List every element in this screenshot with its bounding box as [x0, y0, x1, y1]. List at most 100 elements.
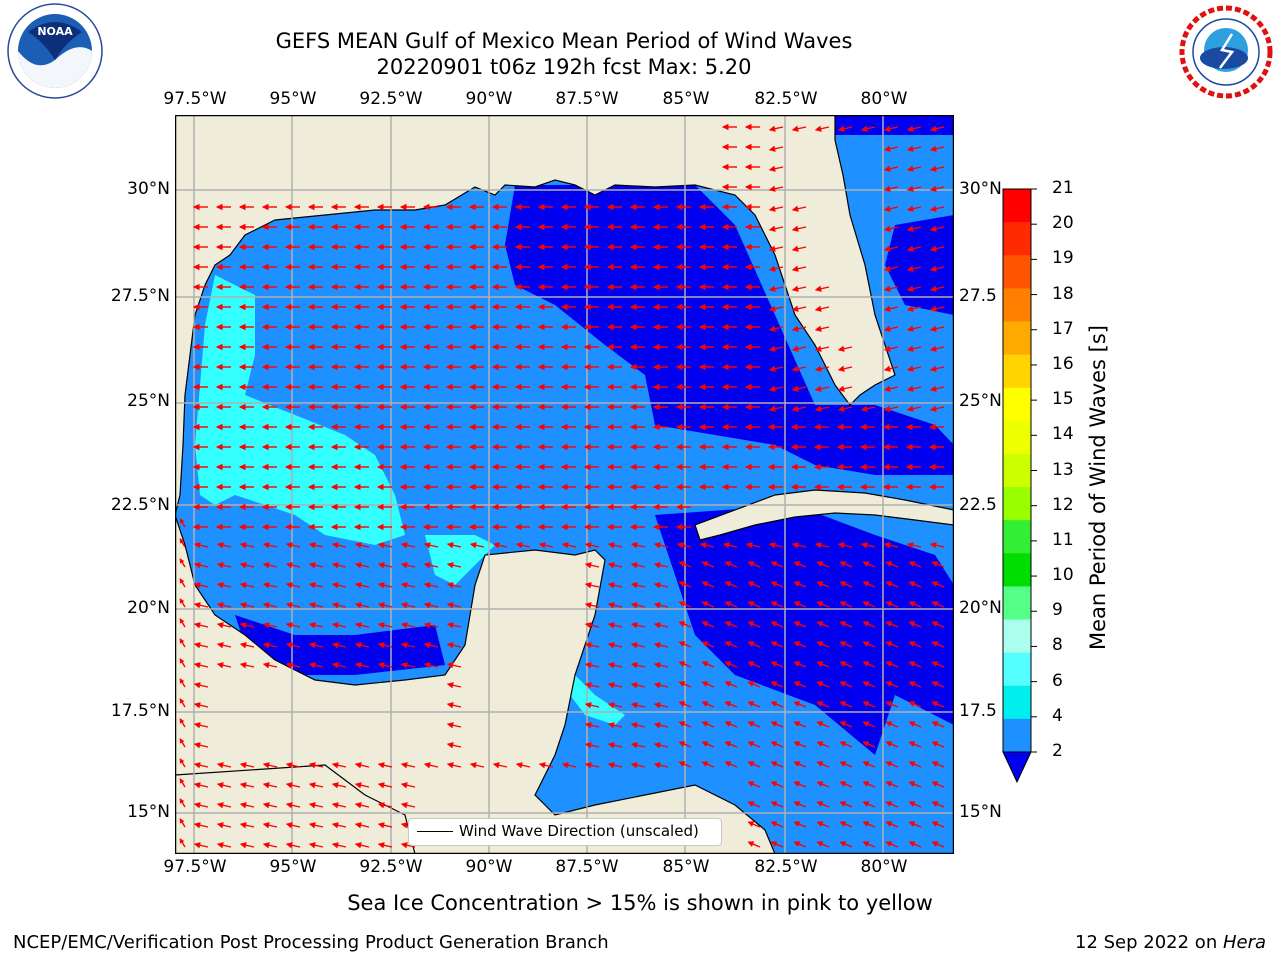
wave-direction-arrowhead: [883, 325, 891, 332]
wave-direction-arrowhead: [446, 742, 454, 749]
wave-direction-arrowhead: [678, 741, 686, 747]
wave-direction-arrowhead: [193, 602, 201, 609]
wave-direction-arrowhead: [768, 125, 776, 132]
wave-direction-arrowhead: [468, 523, 476, 531]
colorbar-segment: [1003, 222, 1031, 256]
wave-direction-arrowhead: [445, 263, 453, 271]
wave-direction-arrowhead: [446, 662, 454, 669]
wave-direction-arrowhead: [262, 842, 270, 849]
wave-direction-arrowhead: [423, 762, 431, 769]
wave-direction-arrowhead: [793, 761, 801, 767]
wave-direction-arrowhead: [239, 542, 247, 549]
wave-direction-arrowhead: [606, 383, 614, 391]
wave-direction-arrowhead: [629, 223, 637, 231]
wave-direction-arrowhead: [583, 503, 591, 511]
wave-direction-arrowhead: [859, 483, 867, 491]
wave-direction-arrowhead: [238, 283, 246, 291]
wave-direction-arrowhead: [284, 403, 292, 411]
wave-direction-arrowhead: [445, 443, 453, 451]
wave-direction-arrowhead: [376, 503, 384, 511]
wave-direction-arrowhead: [606, 503, 614, 511]
wave-direction-arrowhead: [423, 642, 431, 649]
wave-direction-arrowhead: [308, 842, 316, 849]
wave-direction-arrowhead: [445, 383, 453, 391]
wave-direction-arrowhead: [215, 483, 223, 491]
wave-direction-arrowhead: [538, 762, 546, 769]
wave-direction-arrowhead: [652, 283, 660, 291]
wave-direction-arrowhead: [698, 323, 706, 331]
wave-direction-arrowhead: [791, 125, 799, 132]
wave-direction-arrowhead: [791, 385, 799, 392]
wave-direction-arrowhead: [906, 265, 914, 272]
wave-direction-arrowhead: [816, 721, 824, 727]
wave-direction-arrowhead: [770, 841, 778, 847]
wave-direction-arrowhead: [284, 263, 292, 271]
wave-direction-arrowhead: [793, 701, 801, 707]
footer-host: Hera: [1222, 932, 1266, 953]
wave-direction-arrowhead: [193, 762, 201, 769]
wave-direction-arrowhead: [330, 323, 338, 331]
wave-direction-arrowhead: [491, 323, 499, 331]
wave-direction-arrowhead: [353, 463, 361, 471]
wave-direction-arrowhead: [862, 561, 870, 567]
wave-direction-arrowhead: [192, 243, 200, 251]
wave-direction-arrowhead: [239, 582, 247, 589]
wave-direction-arrowhead: [724, 581, 732, 587]
wave-direction-arrowhead: [905, 423, 913, 431]
wave-direction-arrowhead: [862, 781, 870, 787]
wave-direction-arrowhead: [514, 223, 522, 231]
wave-direction-arrowhead: [885, 821, 893, 827]
wave-direction-arrowhead: [537, 303, 545, 311]
wave-direction-arrowhead: [377, 782, 385, 789]
wave-direction-arrowhead: [261, 403, 269, 411]
wave-direction-arrowhead: [445, 343, 453, 351]
wave-direction-arrowhead: [445, 523, 453, 531]
wave-direction-arrowhead: [744, 343, 752, 351]
wave-direction-arrowhead: [931, 601, 939, 607]
nws-logo: [1179, 5, 1273, 99]
wave-direction-arrowhead: [179, 638, 185, 644]
wave-direction-arrowhead: [906, 285, 914, 292]
wave-direction-arrowhead: [446, 682, 454, 689]
wave-direction-arrowhead: [906, 405, 914, 412]
wave-direction-arrowhead: [908, 841, 916, 847]
wave-direction-arrowhead: [262, 562, 270, 569]
wave-direction-arrowhead: [376, 463, 384, 471]
wave-direction-arrowhead: [376, 223, 384, 231]
wave-direction-arrowhead: [793, 621, 801, 627]
wave-direction-arrowhead: [261, 243, 269, 251]
wave-direction-arrowhead: [791, 225, 799, 232]
wave-direction-arrowhead: [905, 483, 913, 491]
lon-tick-bottom: 80°W: [860, 857, 908, 877]
wind-wave-arrows: [179, 123, 945, 849]
wave-direction-arrowhead: [179, 518, 185, 524]
wave-direction-arrowhead: [377, 582, 385, 589]
colorbar-segment: [1003, 354, 1031, 389]
wave-direction-arrowhead: [284, 223, 292, 231]
wave-direction-arrowhead: [584, 542, 592, 549]
wave-direction-arrowhead: [399, 283, 407, 291]
wave-direction-arrowhead: [354, 642, 362, 649]
wave-direction-arrowhead: [816, 661, 824, 667]
wave-direction-arrowhead: [629, 263, 637, 271]
wave-direction-arrowhead: [537, 443, 545, 451]
wave-direction-arrowhead: [179, 758, 185, 764]
wave-direction-arrowhead: [768, 185, 776, 192]
wave-direction-arrowhead: [331, 622, 339, 629]
wave-direction-arrowhead: [793, 681, 801, 687]
noaa-logo: NOAA: [7, 3, 103, 99]
wave-direction-arrowhead: [698, 343, 706, 351]
wave-direction-arrowhead: [721, 243, 729, 251]
wave-direction-arrowhead: [791, 285, 799, 292]
wave-direction-arrowhead: [698, 463, 706, 471]
wave-direction-arrowhead: [721, 283, 729, 291]
wave-direction-arrowhead: [862, 821, 870, 827]
wave-direction-arrowhead: [906, 165, 914, 172]
wave-direction-arrowhead: [653, 722, 661, 729]
wave-direction-arrowhead: [882, 483, 890, 491]
wave-direction-arrowhead: [770, 761, 778, 767]
wave-direction-arrowhead: [652, 463, 660, 471]
wave-direction-arrowhead: [215, 443, 223, 451]
wave-direction-arrowhead: [192, 463, 200, 471]
wave-direction-arrowhead: [192, 283, 200, 291]
